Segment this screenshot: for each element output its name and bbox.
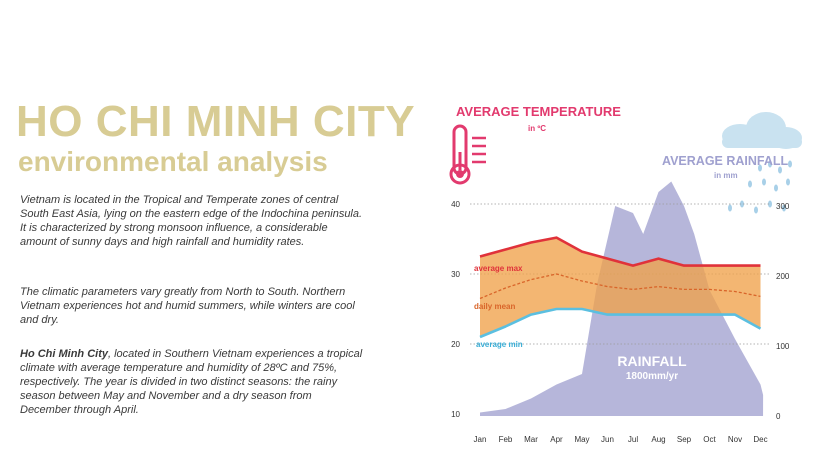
paragraph-hcmc: Ho Chi Minh City, located in Southern Vi…	[20, 347, 365, 417]
x-tick-label: Nov	[728, 435, 742, 444]
y-left-tick-label: 40	[451, 200, 460, 209]
y-left-tick-label: 20	[451, 340, 460, 349]
y-left-tick-label: 10	[451, 410, 460, 419]
paragraph-intro: Vietnam is located in the Tropical and T…	[20, 194, 363, 248]
y-right-tick-label: 100	[776, 342, 790, 351]
paragraph-climate: The climatic parameters vary greatly fro…	[20, 286, 355, 326]
thermometer-icon	[449, 124, 486, 185]
rainfall-label: RAINFALL	[617, 353, 687, 369]
average-max-line	[479, 236, 761, 267]
temperature-band	[480, 237, 761, 337]
climate-chart: AVERAGE TEMPERATURE in ºC AVERAGE RAINFA…	[449, 104, 802, 444]
x-tick-label: Dec	[753, 435, 767, 444]
x-tick-label: Jul	[628, 435, 638, 444]
hcmc-description: , located in Southern Vietnam experience…	[20, 348, 363, 416]
x-tick-label: May	[574, 435, 589, 444]
y-right-tick-label: 200	[776, 272, 790, 281]
hcmc-name: Ho Chi Minh City	[20, 348, 108, 360]
page-title: HO CHI MINH CITY	[16, 97, 416, 146]
y-left-tick-label: 30	[451, 270, 460, 279]
y-right-tick-label: 0	[776, 412, 781, 421]
x-tick-label: Aug	[651, 435, 665, 444]
y-right-tick-label: 300	[776, 202, 790, 211]
daily-mean-line	[479, 273, 761, 300]
x-tick-label: Jun	[601, 435, 614, 444]
page-subtitle: environmental analysis	[18, 146, 328, 177]
rainfall-unit: in mm	[714, 171, 738, 180]
x-tick-label: Mar	[524, 435, 538, 444]
series-label-max: average max	[474, 264, 523, 273]
x-tick-label: Feb	[499, 435, 513, 444]
series-label-mean: daily mean	[474, 302, 515, 311]
x-tick-label: Jan	[474, 435, 487, 444]
rainfall-title: AVERAGE RAINFALL	[662, 154, 789, 168]
x-tick-label: Apr	[550, 435, 563, 444]
series-label-min: average min	[476, 340, 523, 349]
x-tick-label: Sep	[677, 435, 692, 444]
temperature-unit: in ºC	[528, 124, 546, 133]
temperature-title: AVERAGE TEMPERATURE	[456, 104, 621, 119]
x-tick-label: Oct	[703, 435, 716, 444]
average-min-line	[479, 307, 762, 339]
rain-cloud-icon	[722, 112, 802, 214]
rainfall-total: 1800mm/yr	[626, 371, 678, 382]
